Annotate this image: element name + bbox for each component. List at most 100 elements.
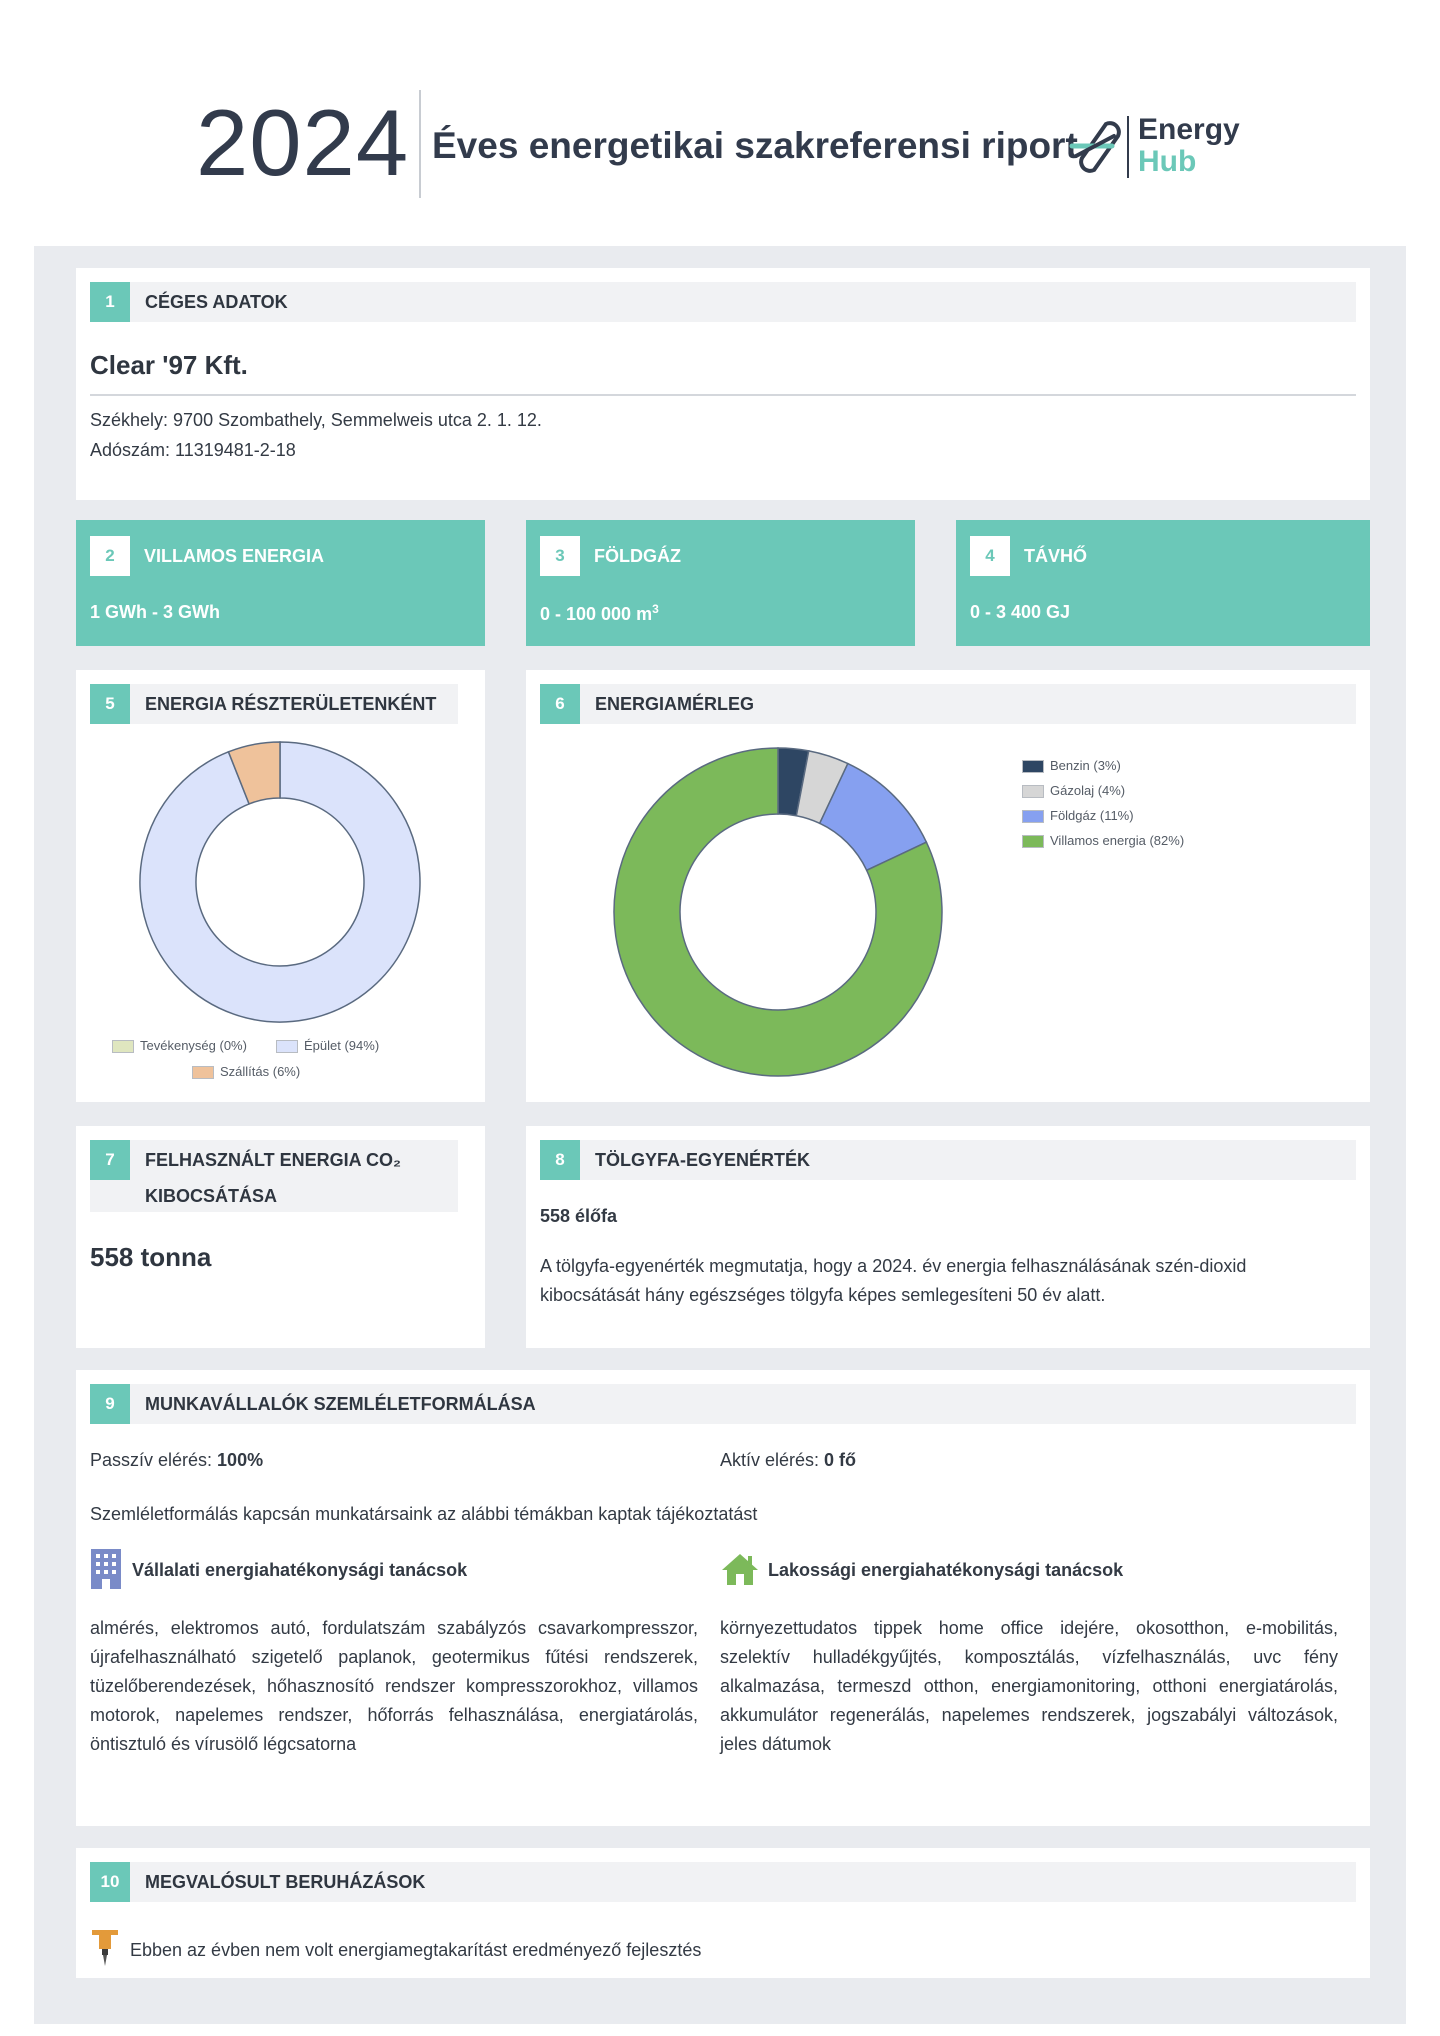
header-divider	[419, 90, 421, 198]
section-number: 1	[90, 282, 130, 322]
gas-card: 3 FÖLDGÁZ 0 - 100 000 m3	[526, 520, 915, 646]
investments-text: Ebben az évben nem volt energiamegtakarí…	[130, 1940, 702, 1960]
passive-reach-value: 100%	[217, 1450, 264, 1470]
oak-description: A tölgyfa-egyenérték megmutatja, hogy a …	[540, 1256, 1247, 1305]
legend-swatch	[112, 1040, 134, 1054]
report-year: 2024	[196, 90, 410, 195]
legend-swatch	[1022, 760, 1044, 774]
company-tax-number: Adószám: 11319481-2-18	[90, 440, 296, 460]
legend-item: Gázolaj (4%)	[1022, 783, 1126, 799]
gas-value-text: 0 - 100 000 m	[540, 604, 653, 624]
co2-card: 7 FELHASZNÁLT ENERGIA CO₂ KIBOCSÁTÁSA 55…	[76, 1126, 485, 1348]
legend-label: Benzin (3%)	[1050, 758, 1121, 773]
electricity-card: 2 VILLAMOS ENERGIA 1 GWh - 3 GWh	[76, 520, 485, 646]
co2-value: 558 tonna	[90, 1242, 212, 1272]
logo-text-hub: Hub	[1138, 145, 1197, 178]
active-reach-value: 0 fő	[824, 1450, 857, 1470]
legend-item: Földgáz (11%)	[1022, 808, 1134, 824]
section-header-oak: 8 TÖLGYFA-EGYENÉRTÉK	[540, 1140, 1356, 1180]
electricity-value: 1 GWh - 3 GWh	[90, 602, 220, 622]
energy-by-area-card: 5 ENERGIA RÉSZTERÜLETENKÉNT Tevékenység …	[76, 670, 485, 1102]
awareness-intro: Szemléletformálás kapcsán munkatársaink …	[90, 1504, 758, 1524]
section-title-line: FELHASZNÁLT ENERGIA CO₂	[145, 1150, 401, 1170]
legend-item: Tevékenység (0%)	[112, 1038, 247, 1054]
legend-label: Villamos energia (82%)	[1050, 833, 1185, 848]
section-title-line: KIBOCSÁTÁSA	[145, 1186, 278, 1206]
active-reach-label: Aktív elérés:	[720, 1450, 825, 1470]
legend-item: Villamos energia (82%)	[1022, 833, 1185, 849]
donut-slice-villamos-energia	[613, 747, 943, 1077]
energy-balance-donut-chart	[613, 747, 943, 1077]
legend-label: Tevékenység (0%)	[140, 1038, 247, 1053]
house-icon	[722, 1554, 758, 1585]
section-title: CÉGES ADATOK	[145, 292, 288, 312]
legend-swatch	[192, 1066, 214, 1080]
energy-hub-logo: Energy Hub	[1138, 114, 1240, 178]
district-heat-value: 0 - 3 400 GJ	[970, 602, 1071, 622]
section-header-co2: 7 FELHASZNÁLT ENERGIA CO₂ KIBOCSÁTÁSA	[90, 1140, 458, 1212]
section-title: VILLAMOS ENERGIA	[144, 546, 325, 566]
logo-divider	[1127, 116, 1129, 178]
section-number: 10	[90, 1862, 130, 1902]
legend-swatch	[1022, 810, 1044, 824]
company-card: 1 CÉGES ADATOK Clear '97 Kft. Székhely: …	[76, 268, 1370, 500]
energy-by-area-donut-chart	[139, 741, 421, 1023]
section-number: 2	[90, 536, 130, 576]
section-title: FELHASZNÁLT ENERGIA CO₂ KIBOCSÁTÁSA	[145, 1142, 401, 1214]
passive-reach: Passzív elérés: 100%	[90, 1446, 263, 1475]
legend-label: Gázolaj (4%)	[1050, 783, 1126, 798]
section-number: 3	[540, 536, 580, 576]
section-title: ENERGIA RÉSZTERÜLETENKÉNT	[145, 694, 437, 714]
section-number: 6	[540, 684, 580, 724]
section-number: 5	[90, 684, 130, 724]
section-number: 7	[90, 1140, 130, 1180]
legend-item: Szállítás (6%)	[192, 1064, 301, 1080]
section-number: 4	[970, 536, 1010, 576]
legend-item: Benzin (3%)	[1022, 758, 1121, 774]
energy-balance-card: 6 ENERGIAMÉRLEG Benzin (3%) Gázolaj (4%)…	[526, 670, 1370, 1102]
energy-hub-logo-icon	[1069, 121, 1121, 173]
company-name: Clear '97 Kft.	[90, 350, 248, 380]
legend-label: Épület (94%)	[304, 1038, 380, 1053]
donut-slice-szállítás	[227, 741, 281, 805]
section-header-employees: 9 MUNKAVÁLLALÓK SZEMLÉLETFORMÁLÁSA	[90, 1384, 1356, 1424]
section-header-investments: 10 MEGVALÓSULT BERUHÁZÁSOK	[90, 1862, 1356, 1902]
section-title: ENERGIAMÉRLEG	[595, 694, 755, 714]
active-reach: Aktív elérés: 0 fő	[720, 1446, 856, 1475]
report-title: Éves energetikai szakreferensi riport	[432, 125, 1078, 166]
company-divider	[90, 394, 1356, 396]
jackhammer-icon	[92, 1930, 118, 1966]
corporate-tips-text: almérés, elektromos autó, fordulatszám s…	[90, 1618, 698, 1754]
building-icon	[91, 1549, 121, 1589]
section-title: TÁVHŐ	[1024, 546, 1087, 566]
company-address: Székhely: 9700 Szombathely, Semmelweis u…	[90, 410, 542, 430]
section-title: MEGVALÓSULT BERUHÁZÁSOK	[145, 1872, 426, 1892]
investments-card: 10 MEGVALÓSULT BERUHÁZÁSOK Ebben az évbe…	[76, 1848, 1370, 1978]
section-number: 9	[90, 1384, 130, 1424]
section-number: 8	[540, 1140, 580, 1180]
report-header: 2024 Éves energetikai szakreferensi ripo…	[0, 0, 1440, 240]
section-header-company: 1 CÉGES ADATOK	[90, 282, 1356, 322]
corporate-tips-title: Vállalati energiahatékonysági tanácsok	[132, 1560, 468, 1580]
section-header-balance: 6 ENERGIAMÉRLEG	[540, 684, 1356, 724]
oak-value: 558 élőfa	[540, 1206, 618, 1226]
legend-swatch	[276, 1040, 298, 1054]
passive-reach-label: Passzív elérés:	[90, 1450, 218, 1470]
district-heat-card: 4 TÁVHŐ 0 - 3 400 GJ	[956, 520, 1370, 646]
household-tips-title: Lakossági energiahatékonysági tanácsok	[768, 1560, 1124, 1580]
legend-swatch	[1022, 835, 1044, 849]
section-header-by-area: 5 ENERGIA RÉSZTERÜLETENKÉNT	[90, 684, 458, 724]
legend-label: Szállítás (6%)	[220, 1064, 301, 1079]
gas-value: 0 - 100 000 m3	[540, 602, 659, 625]
gas-unit-superscript: 3	[652, 602, 659, 616]
oak-equivalent-card: 8 TÖLGYFA-EGYENÉRTÉK 558 élőfa A tölgyfa…	[526, 1126, 1370, 1348]
household-tips-text: környezettudatos tippek home office idej…	[720, 1618, 1338, 1754]
legend-swatch	[1022, 785, 1044, 799]
legend-item: Épület (94%)	[276, 1038, 380, 1054]
donut-slice-épület	[139, 741, 421, 1023]
section-title: TÖLGYFA-EGYENÉRTÉK	[595, 1150, 811, 1170]
section-title: MUNKAVÁLLALÓK SZEMLÉLETFORMÁLÁSA	[145, 1394, 536, 1414]
legend-label: Földgáz (11%)	[1050, 808, 1134, 823]
logo-text-energy: Energy	[1138, 113, 1240, 146]
employees-card: 9 MUNKAVÁLLALÓK SZEMLÉLETFORMÁLÁSA Passz…	[76, 1370, 1370, 1826]
